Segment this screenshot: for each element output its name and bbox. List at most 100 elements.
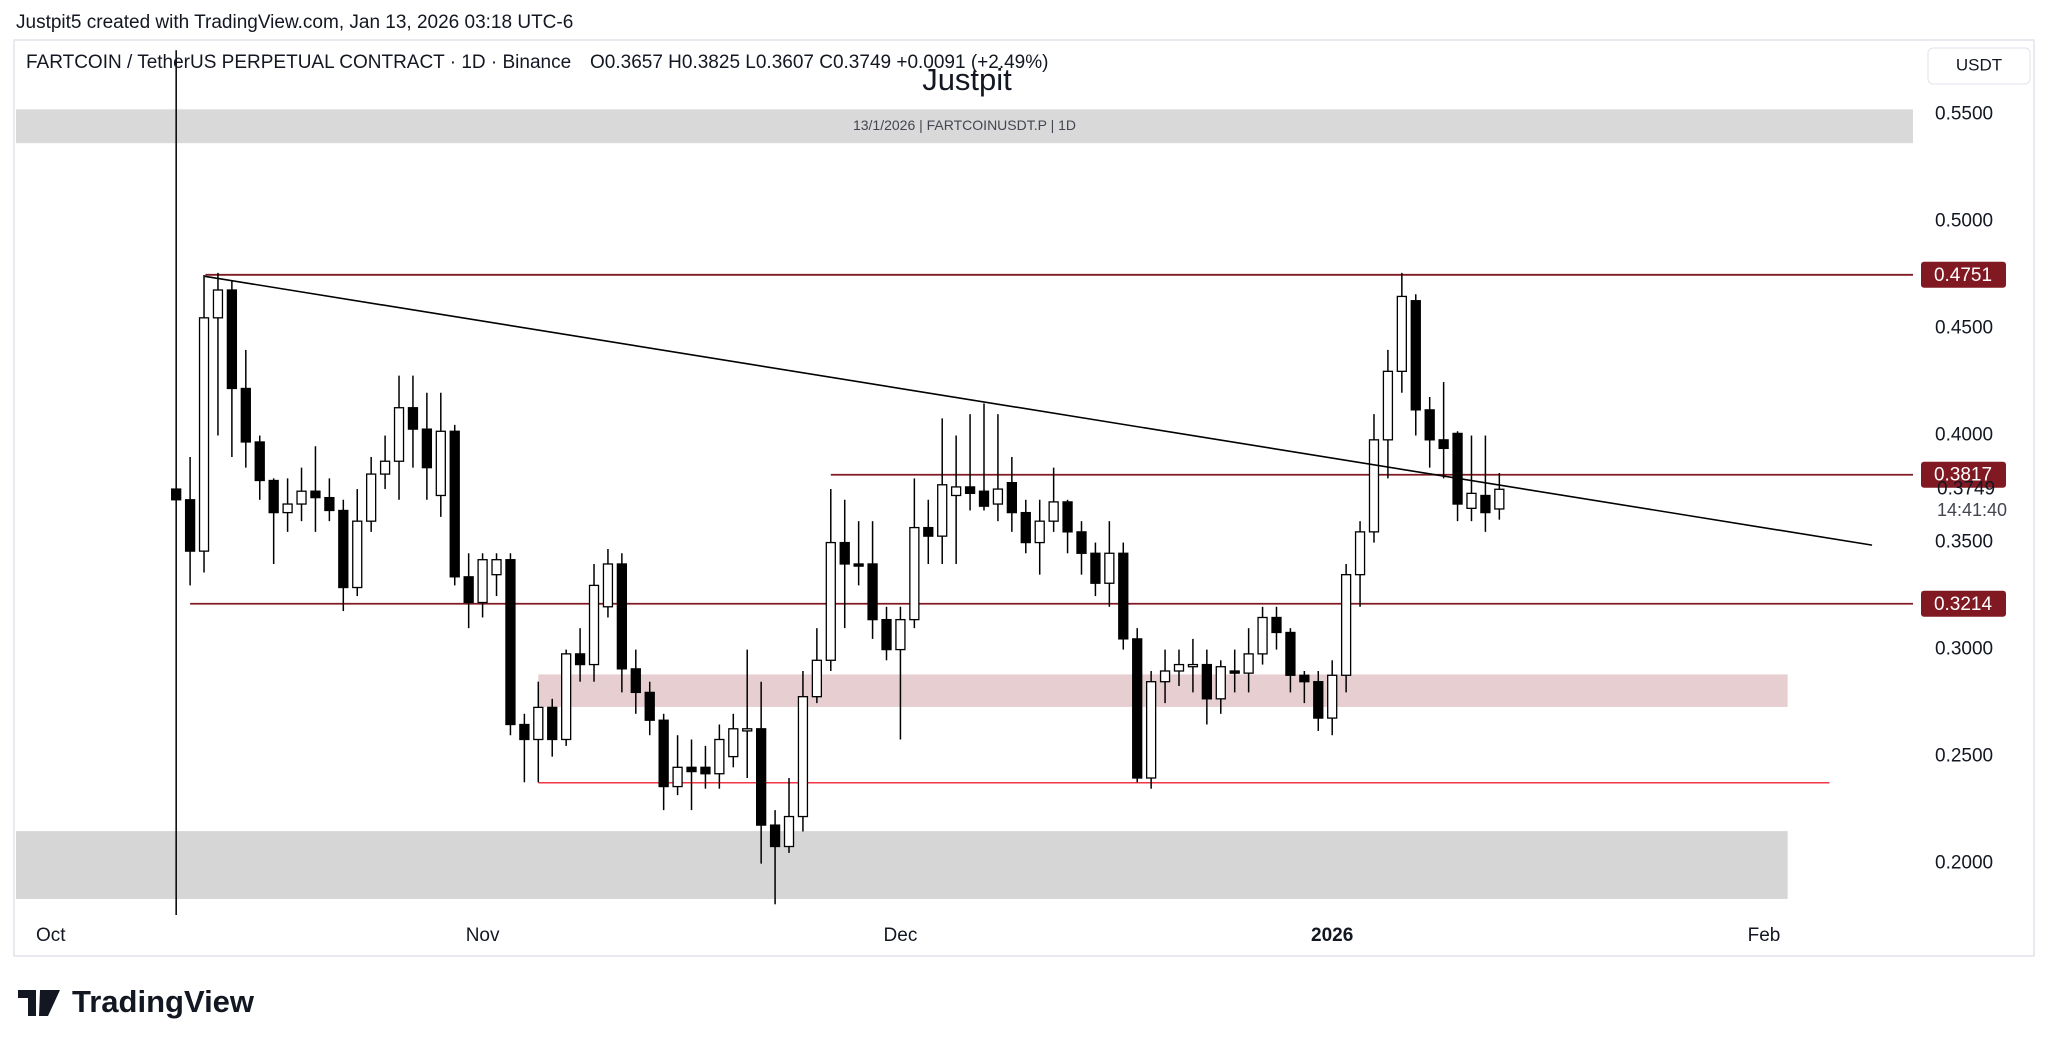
candle-body bbox=[1201, 663, 1212, 700]
countdown: 14:41:40 bbox=[1937, 500, 2007, 520]
candle-body bbox=[1354, 531, 1366, 576]
candle-body bbox=[240, 387, 251, 443]
candle-body bbox=[171, 488, 182, 501]
level-tag bbox=[1921, 590, 2006, 617]
candle-body bbox=[477, 559, 488, 604]
candle-body bbox=[324, 496, 335, 512]
candle-body bbox=[881, 618, 892, 651]
candle-body bbox=[1020, 511, 1031, 544]
candle-body bbox=[1048, 501, 1059, 522]
candle-body bbox=[184, 499, 196, 552]
watermark: Justpit bbox=[922, 62, 1012, 97]
candle-body bbox=[1215, 666, 1226, 700]
logo: TradingView bbox=[18, 984, 255, 1019]
candle-body bbox=[435, 430, 446, 497]
candle-body bbox=[797, 696, 809, 818]
candle-body bbox=[783, 815, 795, 848]
candle-body bbox=[1480, 494, 1491, 514]
candle-body bbox=[839, 541, 850, 565]
candle-body bbox=[1090, 552, 1101, 584]
logo-text: TradingView bbox=[72, 984, 255, 1019]
zone bbox=[16, 831, 1788, 899]
candle-body bbox=[1382, 370, 1394, 441]
candle-body bbox=[1285, 631, 1296, 676]
band-text: 13/1/2026 | FARTCOINUSDT.P | 1D bbox=[853, 117, 1076, 133]
candle-body bbox=[909, 526, 920, 621]
candle-body bbox=[407, 407, 419, 430]
candle-body bbox=[1452, 432, 1463, 505]
symbol: FARTCOIN / TetherUS PERPETUAL CONTRACT ·… bbox=[26, 52, 571, 73]
y-tick-label: 0.2000 bbox=[1935, 853, 1993, 874]
info-band bbox=[16, 109, 1913, 144]
level-label: 0.3817 bbox=[1934, 465, 1992, 486]
candle-body bbox=[700, 766, 711, 775]
x-tick-label: Nov bbox=[466, 925, 500, 946]
candle-body bbox=[630, 668, 641, 694]
candle-body bbox=[296, 490, 307, 505]
candle-body bbox=[964, 486, 976, 494]
x-tick-label: Oct bbox=[36, 925, 66, 946]
credit: Justpit5 created with TradingView.com, J… bbox=[16, 12, 573, 33]
level-label: 0.4751 bbox=[1934, 265, 1992, 286]
candle-body bbox=[867, 563, 878, 621]
y-tick-label: 0.3500 bbox=[1935, 532, 1993, 553]
candle-body bbox=[393, 407, 405, 462]
level-tag bbox=[1921, 261, 2006, 288]
y-tick-label: 0.4000 bbox=[1935, 425, 1993, 446]
candle-body bbox=[421, 428, 433, 469]
frame bbox=[13, 39, 2035, 957]
candle-body bbox=[756, 728, 767, 826]
candle-body bbox=[1243, 653, 1254, 674]
candle-body bbox=[1271, 616, 1282, 634]
y-tick-label: 0.4500 bbox=[1935, 318, 1993, 339]
candle-body bbox=[658, 719, 669, 788]
candle-body bbox=[1104, 552, 1115, 584]
candle-body bbox=[853, 563, 864, 567]
candle-body bbox=[1229, 670, 1240, 674]
candle-body bbox=[366, 473, 377, 522]
candle-body bbox=[672, 766, 683, 788]
candle-body bbox=[1368, 439, 1380, 533]
candle-body bbox=[1424, 409, 1435, 441]
currency-button[interactable] bbox=[1927, 47, 2031, 85]
candle-body bbox=[1006, 481, 1018, 514]
candle-body bbox=[254, 441, 265, 482]
candle-body bbox=[923, 526, 934, 537]
candle-body bbox=[825, 541, 836, 661]
candle-body bbox=[1410, 300, 1421, 411]
candle-body bbox=[937, 484, 948, 537]
candle-body bbox=[226, 289, 238, 390]
candle-body bbox=[198, 317, 210, 552]
candle-body bbox=[1076, 531, 1087, 554]
candle-body bbox=[338, 509, 349, 589]
candle-body bbox=[282, 503, 293, 514]
candle-body bbox=[1438, 439, 1449, 450]
candle-body bbox=[1494, 488, 1505, 510]
y-tick-label: 0.5500 bbox=[1935, 104, 1993, 125]
candle-body bbox=[1145, 681, 1157, 779]
level-label: 0.3214 bbox=[1934, 594, 1993, 615]
x-tick-label: Feb bbox=[1748, 925, 1781, 946]
candle-body bbox=[714, 738, 725, 775]
candle-body bbox=[1466, 492, 1477, 509]
currency[interactable]: USDT bbox=[1956, 55, 2002, 74]
trendline bbox=[204, 275, 1873, 546]
candle-body bbox=[505, 559, 516, 726]
candle-body bbox=[1313, 681, 1324, 719]
candle-body bbox=[561, 653, 572, 741]
candle-body bbox=[1257, 616, 1268, 655]
last-price: 0.3749 bbox=[1937, 478, 1995, 499]
candle-body bbox=[1062, 501, 1073, 533]
logo-icon bbox=[18, 990, 60, 1016]
candle-body bbox=[992, 488, 1004, 505]
x-tick-label: Dec bbox=[884, 925, 918, 946]
candle-body bbox=[547, 706, 558, 741]
candle-body bbox=[1173, 663, 1185, 672]
candle-body bbox=[519, 723, 530, 741]
candle-body bbox=[895, 618, 906, 651]
level-tag bbox=[1921, 461, 2006, 488]
candle-body bbox=[1034, 520, 1045, 544]
candle-body bbox=[644, 691, 655, 721]
